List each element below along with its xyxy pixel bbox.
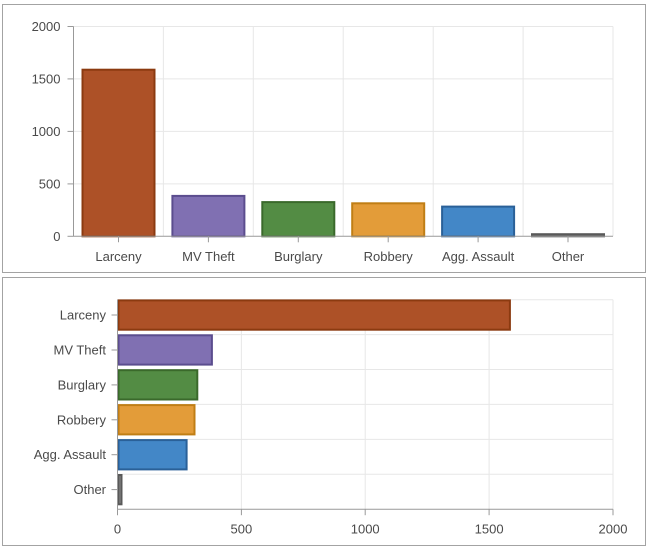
svg-text:1500: 1500 <box>32 71 61 86</box>
svg-text:Agg. Assault: Agg. Assault <box>442 249 515 264</box>
svg-text:MV Theft: MV Theft <box>53 343 106 358</box>
svg-text:Robbery: Robbery <box>364 249 414 264</box>
svg-text:Other: Other <box>73 482 106 497</box>
svg-text:Burglary: Burglary <box>274 249 323 264</box>
svg-text:Other: Other <box>552 249 585 264</box>
svg-text:500: 500 <box>231 522 253 537</box>
svg-text:0: 0 <box>53 229 60 244</box>
svg-text:1000: 1000 <box>351 522 380 537</box>
svg-text:Burglary: Burglary <box>58 377 107 392</box>
svg-text:2000: 2000 <box>32 19 61 34</box>
svg-text:0: 0 <box>114 522 121 537</box>
svg-text:1000: 1000 <box>32 124 61 139</box>
svg-text:Larceny: Larceny <box>60 308 107 323</box>
svg-text:Agg. Assault: Agg. Assault <box>34 447 107 462</box>
svg-text:2000: 2000 <box>599 522 628 537</box>
svg-text:MV Theft: MV Theft <box>182 249 235 264</box>
svg-text:1500: 1500 <box>475 522 504 537</box>
svg-text:Robbery: Robbery <box>57 412 107 427</box>
svg-text:500: 500 <box>39 176 61 191</box>
svg-text:Larceny: Larceny <box>95 249 142 264</box>
